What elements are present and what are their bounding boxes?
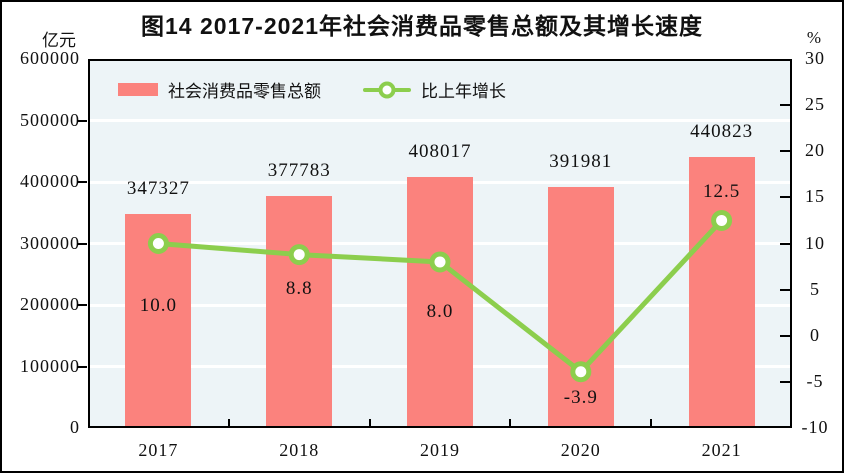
left-axis-unit: 亿元	[42, 31, 76, 50]
bar	[407, 177, 473, 428]
y-right-tick-label: 5	[810, 278, 820, 299]
rate-value-label: 10.0	[139, 294, 178, 316]
y-left-tick-label: 200000	[20, 294, 80, 314]
y-right-tick-label: -10	[801, 417, 829, 437]
right-axis-tick-mark	[780, 150, 790, 153]
x-axis-tick-mark	[509, 419, 512, 428]
right-axis-tick-mark	[780, 104, 790, 107]
right-axis-tick-mark	[780, 380, 790, 383]
x-axis-category-label: 2019	[420, 440, 460, 460]
bar-value-label: 440823	[690, 120, 754, 142]
right-axis-tick-mark	[780, 288, 790, 291]
chart-title: 图14 2017-2021年社会消费品零售总额及其增长速度	[141, 13, 703, 39]
x-axis-category-label: 2021	[701, 440, 742, 460]
plot-area: 社会消费品零售总额 比上年增长 347327 377783 408017 391981…	[88, 59, 792, 428]
rate-value-label: 8.8	[285, 277, 313, 299]
left-axis-tick-mark	[77, 119, 87, 122]
right-axis-tick-mark	[780, 196, 790, 199]
y-right-tick-label: 15	[805, 186, 825, 207]
data-point-marker	[288, 244, 310, 266]
y-right-tick-label: -5	[806, 370, 824, 391]
y-left-tick-label: 500000	[20, 109, 80, 130]
bar-value-label: 408017	[408, 141, 472, 163]
growth-line-layer	[147, 209, 733, 383]
data-point-marker	[711, 209, 733, 231]
legend-item-bar: 社会消费品零售总额	[118, 77, 321, 102]
y-right-tick-label: 20	[805, 140, 825, 161]
right-axis-tick-mark	[780, 334, 790, 337]
bar	[688, 156, 755, 428]
y-left-tick-label: 300000	[20, 232, 80, 253]
x-axis-tick-mark	[650, 419, 653, 428]
bar-series-swatch-icon	[118, 83, 158, 96]
growth-line	[155, 217, 725, 375]
legend-item-line: 比上年增长	[363, 77, 506, 102]
left-axis-tick-mark	[77, 242, 87, 245]
y-right-tick-label: 10	[805, 232, 825, 253]
y-left-tick-label: 400000	[20, 171, 80, 191]
x-axis-tick-mark	[227, 419, 230, 428]
x-axis-category-label: 2017	[138, 440, 179, 460]
x-axis-category-label: 2020	[560, 440, 601, 460]
bar	[266, 195, 333, 428]
data-point-marker	[570, 361, 592, 383]
data-point-marker	[147, 233, 169, 254]
gridline	[88, 119, 792, 122]
legend-bar-label: 社会消费品零售总额	[168, 82, 321, 101]
left-axis-tick-mark	[77, 304, 87, 306]
left-axis-tick-mark	[77, 181, 87, 183]
bar-value-label: 391981	[549, 150, 613, 172]
bar-value-label: 377783	[267, 159, 331, 181]
data-point-marker	[429, 251, 451, 273]
y-right-tick-label: 25	[805, 94, 825, 115]
legend-line-label: 比上年增长	[421, 82, 506, 101]
right-axis-tick-mark	[780, 242, 790, 245]
rate-value-label: -3.9	[563, 386, 598, 408]
rate-value-label: 8.0	[426, 300, 454, 322]
y-left-tick-label: 600000	[20, 48, 80, 68]
x-axis-tick-mark	[368, 419, 371, 428]
legend: 社会消费品零售总额 比上年增长	[118, 77, 506, 102]
rate-value-label: 12.5	[702, 181, 741, 203]
y-right-tick-label: 0	[810, 324, 820, 345]
line-dot-icon	[378, 81, 396, 98]
bar-value-label: 347327	[126, 178, 190, 200]
y-right-tick-label: 30	[805, 48, 825, 68]
y-left-tick-label: 0	[70, 417, 80, 437]
right-axis-unit: %	[806, 28, 822, 47]
bar	[547, 186, 614, 428]
left-axis-tick-mark	[77, 365, 87, 368]
line-marker-symbol-icon	[363, 81, 411, 98]
x-axis-category-label: 2018	[279, 440, 320, 460]
y-left-tick-label: 100000	[20, 355, 80, 376]
